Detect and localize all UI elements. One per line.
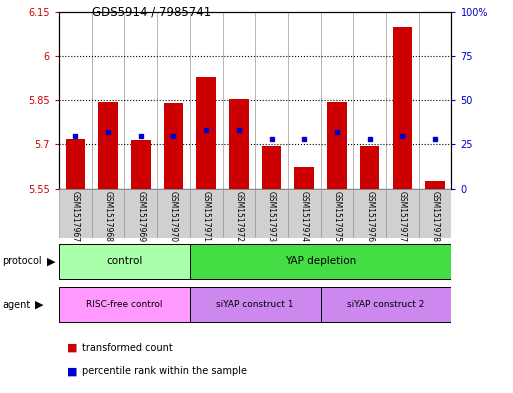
Bar <box>321 189 353 238</box>
Text: siYAP construct 2: siYAP construct 2 <box>347 300 425 309</box>
Text: protocol: protocol <box>3 256 42 266</box>
Bar <box>425 181 445 189</box>
Bar <box>386 189 419 238</box>
Bar <box>196 77 216 189</box>
Bar <box>124 189 157 238</box>
Text: ■: ■ <box>67 366 77 376</box>
Text: GSM1517968: GSM1517968 <box>104 191 112 242</box>
Bar <box>288 189 321 238</box>
Text: GSM1517975: GSM1517975 <box>332 191 342 242</box>
Bar <box>92 189 125 238</box>
Bar <box>321 287 451 322</box>
Bar <box>223 189 255 238</box>
Text: YAP depletion: YAP depletion <box>285 256 356 266</box>
Bar <box>59 287 190 322</box>
Bar <box>59 244 190 279</box>
Text: GSM1517976: GSM1517976 <box>365 191 374 242</box>
Bar <box>164 103 183 189</box>
Bar <box>190 189 223 238</box>
Text: transformed count: transformed count <box>82 343 173 353</box>
Bar <box>262 146 281 189</box>
Text: siYAP construct 1: siYAP construct 1 <box>216 300 294 309</box>
Bar <box>131 140 150 189</box>
Bar <box>190 287 321 322</box>
Bar <box>229 99 249 189</box>
Text: agent: agent <box>3 299 31 310</box>
Text: RISC-free control: RISC-free control <box>86 300 163 309</box>
Text: GSM1517978: GSM1517978 <box>430 191 440 242</box>
Text: percentile rank within the sample: percentile rank within the sample <box>82 366 247 376</box>
Text: ▶: ▶ <box>35 299 44 310</box>
Text: GSM1517973: GSM1517973 <box>267 191 276 242</box>
Bar <box>190 244 451 279</box>
Bar <box>66 138 85 189</box>
Text: ▶: ▶ <box>47 256 56 266</box>
Text: GSM1517970: GSM1517970 <box>169 191 178 242</box>
Text: GSM1517971: GSM1517971 <box>202 191 211 242</box>
Bar <box>392 27 412 189</box>
Text: GDS5914 / 7985741: GDS5914 / 7985741 <box>92 6 211 19</box>
Bar <box>157 189 190 238</box>
Bar <box>255 189 288 238</box>
Bar <box>327 102 347 189</box>
Bar <box>419 189 451 238</box>
Text: GSM1517974: GSM1517974 <box>300 191 309 242</box>
Text: ■: ■ <box>67 343 77 353</box>
Bar <box>360 146 380 189</box>
Text: GSM1517969: GSM1517969 <box>136 191 145 242</box>
Bar <box>294 167 314 189</box>
Text: GSM1517967: GSM1517967 <box>71 191 80 242</box>
Text: GSM1517972: GSM1517972 <box>234 191 243 242</box>
Bar <box>98 102 118 189</box>
Text: GSM1517977: GSM1517977 <box>398 191 407 242</box>
Bar <box>59 189 92 238</box>
Bar <box>353 189 386 238</box>
Text: control: control <box>106 256 143 266</box>
